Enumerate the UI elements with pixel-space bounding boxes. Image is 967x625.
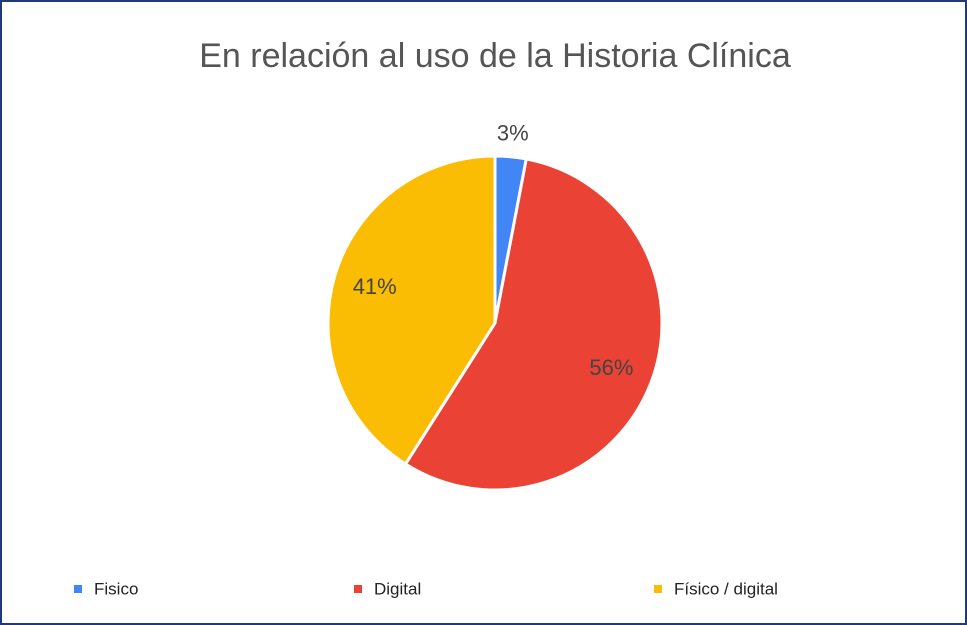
data-label: 56% — [589, 355, 633, 380]
legend-marker — [654, 585, 662, 593]
legend-marker — [354, 585, 362, 593]
pie-slice — [326, 154, 497, 467]
chart-title: En relación al uso de la Historia Clínic… — [199, 37, 791, 75]
legend-label: Fisico — [94, 579, 138, 598]
legend-marker — [74, 585, 82, 593]
data-label: 3% — [497, 121, 529, 146]
pie-slice — [403, 157, 664, 492]
legend-label: Digital — [374, 579, 421, 598]
legend-label: Físico / digital — [674, 579, 778, 598]
data-label: 41% — [353, 274, 397, 299]
